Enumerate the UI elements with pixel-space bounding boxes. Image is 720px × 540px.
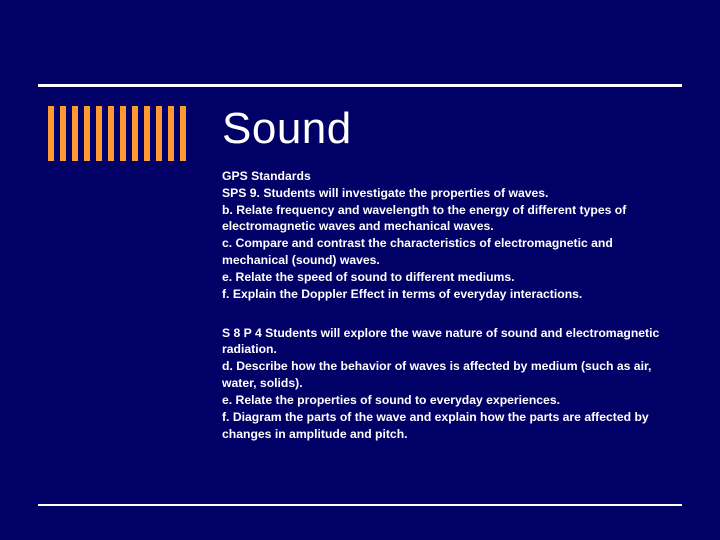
text-line: f. Diagram the parts of the wave and exp… — [222, 409, 662, 443]
text-line: S 8 P 4 Students will explore the wave n… — [222, 325, 662, 359]
text-line: GPS Standards — [222, 168, 662, 185]
text-line: e. Relate the properties of sound to eve… — [222, 392, 662, 409]
slide-title: Sound — [222, 104, 672, 154]
text-line: f. Explain the Doppler Effect in terms o… — [222, 286, 662, 303]
text-line: SPS 9. Students will investigate the pro… — [222, 185, 662, 202]
text-line: e. Relate the speed of sound to differen… — [222, 269, 662, 286]
slide-content: Sound GPS Standards SPS 9. Students will… — [222, 104, 672, 464]
standards-block-2: S 8 P 4 Students will explore the wave n… — [222, 325, 662, 443]
horizontal-rule-top — [38, 84, 682, 87]
text-line: b. Relate frequency and wavelength to th… — [222, 202, 662, 236]
accent-bars — [48, 106, 186, 161]
standards-block-1: GPS Standards SPS 9. Students will inves… — [222, 168, 662, 303]
text-line: c. Compare and contrast the characterist… — [222, 235, 662, 269]
horizontal-rule-bottom — [38, 504, 682, 506]
text-line: d. Describe how the behavior of waves is… — [222, 358, 662, 392]
